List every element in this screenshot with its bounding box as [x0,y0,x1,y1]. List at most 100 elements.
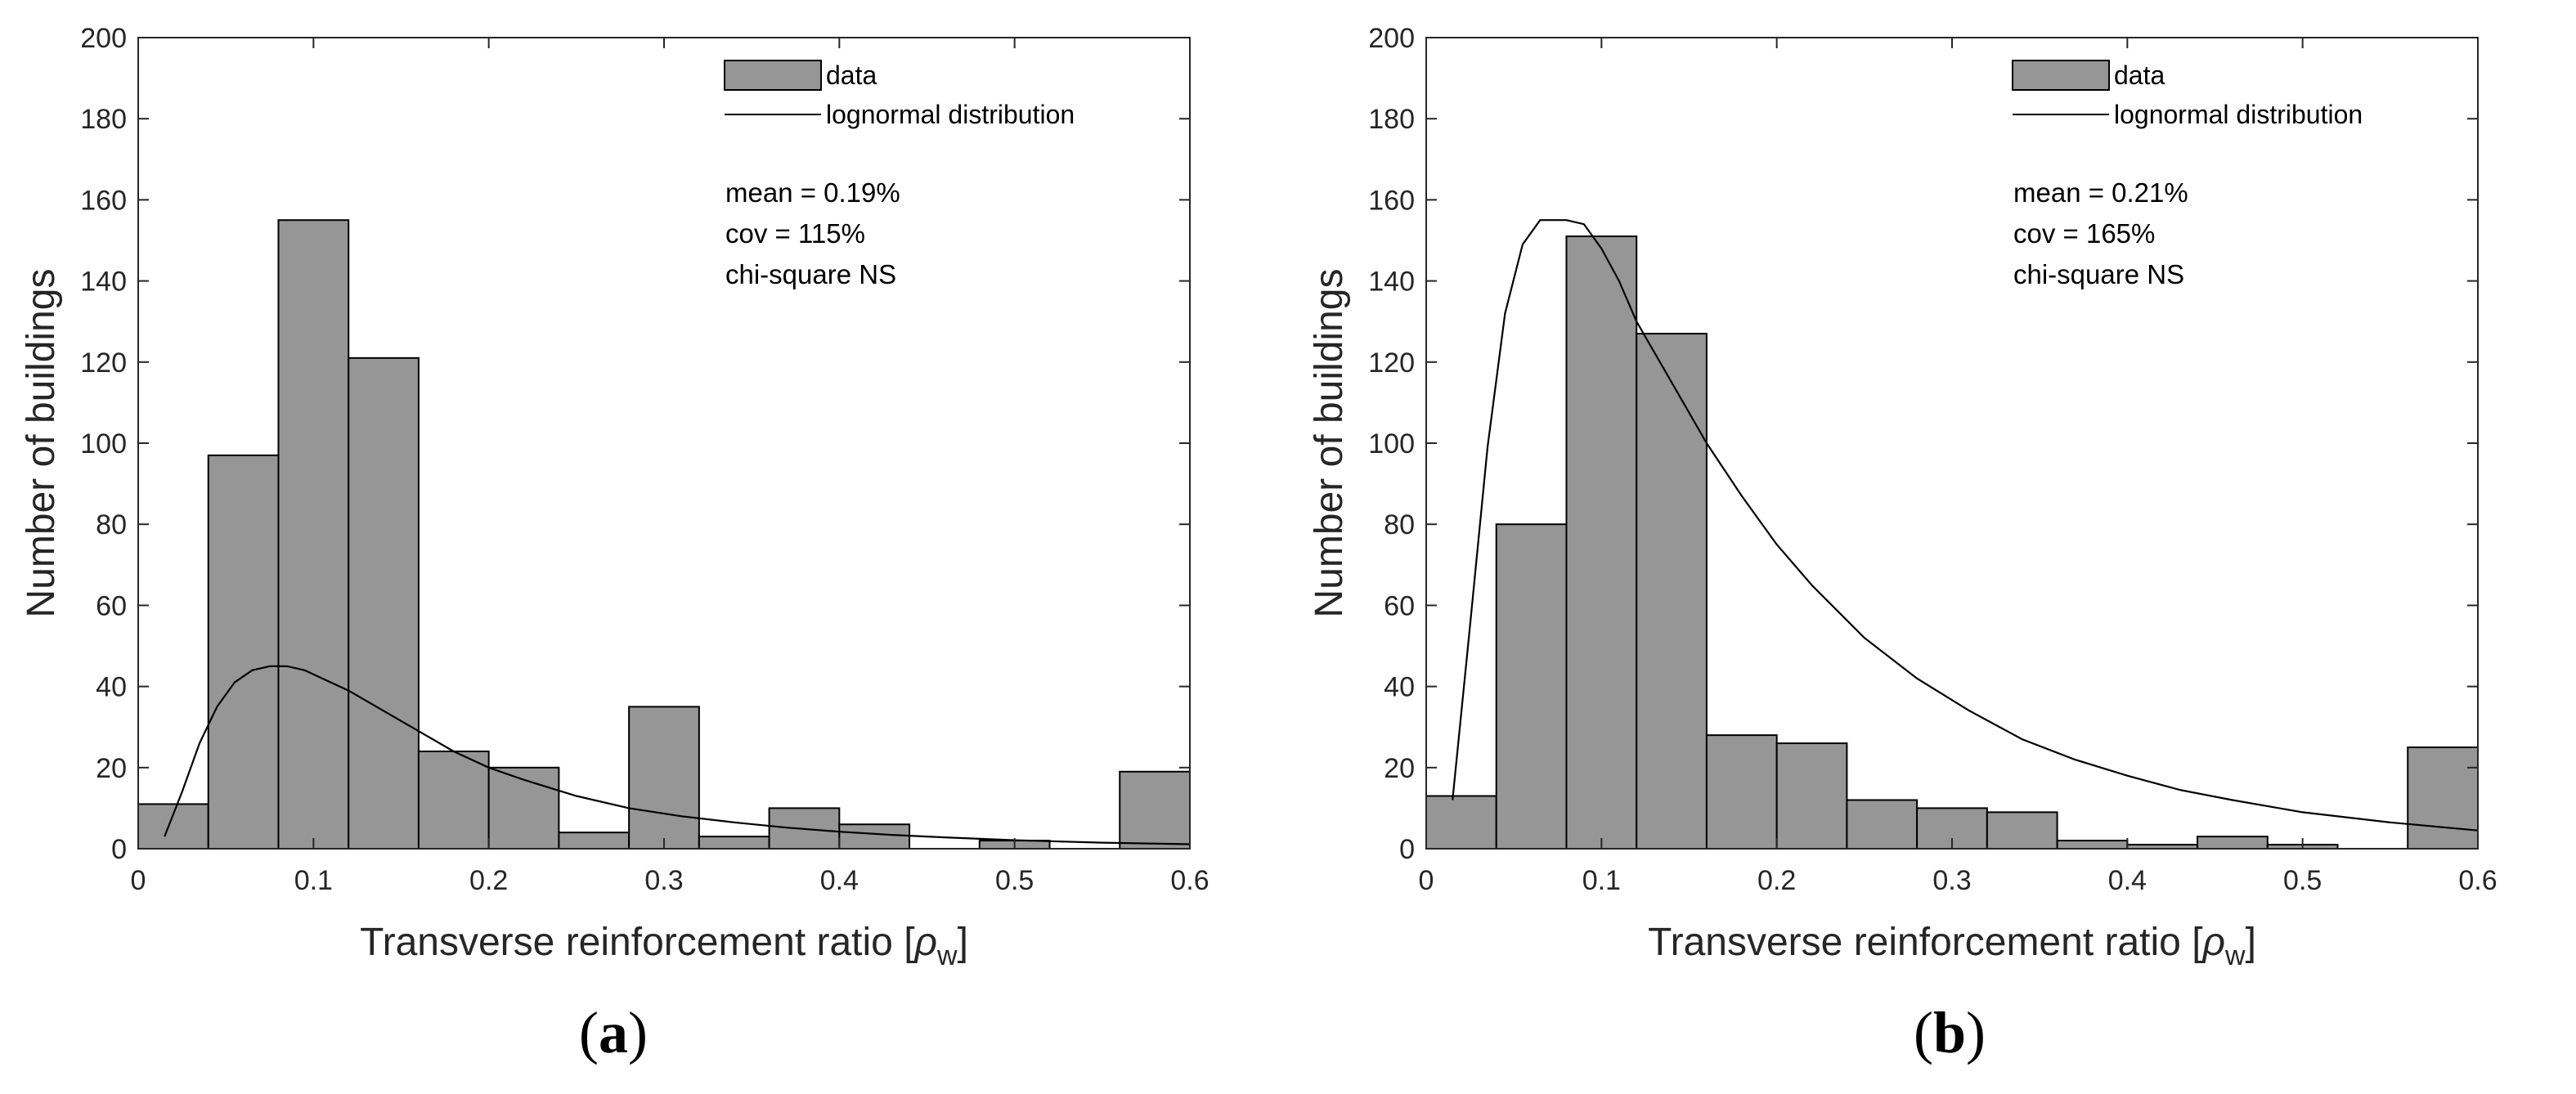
y-tick-label: 120 [1368,347,1415,379]
histogram-chart-a: 0 0.1 0.2 0.3 0.4 0.5 0.6 0 20 40 60 80 100 120 140 160… [20,23,1209,971]
panel-label-a: (a) [579,1000,648,1065]
annotation-line: cov = 165% [2013,218,2155,249]
legend-label-lognormal: lognormal distribution [2114,100,2363,129]
annotation-line: mean = 0.21% [2013,177,2188,208]
histogram-bar-15 [1119,770,1192,850]
x-axis-label-close: ] [2246,921,2256,964]
x-axis-label: Transverse reinforcement ratio [ρw] [360,921,968,971]
histogram-chart-b: 0 0.1 0.2 0.3 0.4 0.5 0.6 0 20 40 60 80 100 120 140 160… [1308,23,2497,971]
legend-label-data: data [2114,61,2165,90]
y-tick-label: 40 [1384,672,1415,703]
histogram-bar-4 [348,356,420,850]
histogram-bar-1 [137,803,209,850]
histogram-bars [1425,235,2480,850]
annotation-line: chi-square NS [2013,259,2184,289]
x-axis-label-main: Transverse reinforcement ratio [ [1648,921,2202,964]
y-tick-label: 20 [96,753,127,784]
histogram-bar-4 [1636,333,1708,850]
x-axis-label-rho: ρ [2201,921,2226,964]
x-tick-label: 0.1 [294,865,333,896]
y-tick-label: 80 [1384,509,1415,540]
x-tick-label: 0 [131,865,146,896]
annotation-line: mean = 0.19% [725,177,900,208]
legend: data lognormal distribution [2012,60,2363,129]
y-tick-label: 0 [1399,834,1415,865]
x-tick-label: 0.1 [1582,865,1621,896]
y-tick-label: 120 [80,347,127,379]
x-tick-label: 0.3 [1932,865,1971,896]
legend: data lognormal distribution [724,60,1075,129]
x-tick-label: 0.2 [1757,865,1796,896]
legend-swatch-data [2012,60,2110,91]
x-axis: 0 0.1 0.2 0.3 0.4 0.5 0.6 [1419,38,2497,896]
y-tick-label: 160 [1368,185,1415,216]
x-axis-label: Transverse reinforcement ratio [ρw] [1648,921,2256,971]
histogram-bar-9 [698,836,770,850]
stats-annotation: mean = 0.21% cov = 165% chi-square NS [2013,177,2188,289]
histogram-bar-3 [277,219,350,850]
y-axis: 0 20 40 60 80 100 120 140 160 180 200 [80,23,1190,865]
y-tick-label: 80 [96,509,127,540]
y-tick-label: 100 [1368,428,1415,460]
histogram-bar-7 [558,832,631,850]
histogram-bar-5 [417,750,490,850]
histogram-bar-7 [1846,799,1919,850]
histogram-bar-1 [1425,795,1497,850]
y-axis: 0 20 40 60 80 100 120 140 160 180 200 [1368,23,2478,865]
histogram-bar-9 [1986,811,2058,850]
chart-panel-a: 0 0.1 0.2 0.3 0.4 0.5 0.6 0 20 40 60 80 100 120 140 160… [20,23,1209,1065]
legend-swatch-data [724,60,822,91]
y-tick-label: 160 [80,185,127,216]
y-tick-label: 180 [80,104,127,135]
y-tick-label: 140 [1368,267,1415,298]
legend-label-data: data [826,61,877,90]
x-tick-label: 0.4 [2108,865,2147,896]
x-axis: 0 0.1 0.2 0.3 0.4 0.5 0.6 [131,38,1209,896]
y-tick-label: 20 [1384,753,1415,784]
y-axis-label: Number of buildings [1308,269,1351,618]
histogram-bar-2 [207,454,280,850]
chart-panel-b: 0 0.1 0.2 0.3 0.4 0.5 0.6 0 20 40 60 80 100 120 140 160… [1288,0,2576,1094]
histogram-bar-15 [2407,747,2480,850]
lognormal-curve [164,665,1191,845]
x-axis-label-subscript: w [2224,940,2246,971]
histogram-bar-6 [487,766,560,850]
panel-label-b: (b) [1914,1000,1986,1065]
histogram-bar-3 [1565,235,1638,850]
x-axis-label-main: Transverse reinforcement ratio [ [360,921,914,964]
y-tick-label: 40 [96,672,127,703]
histogram-bars [137,219,1192,850]
x-axis-label-close: ] [958,921,968,964]
histogram-bar-10 [2056,840,2129,850]
x-tick-label: 0.6 [1170,865,1209,896]
y-tick-label: 100 [80,428,127,460]
x-axis-label-rho: ρ [913,921,938,964]
legend-label-lognormal: lognormal distribution [826,100,1075,129]
stats-annotation: mean = 0.19% cov = 115% chi-square NS [725,177,900,289]
x-tick-label: 0.4 [820,865,859,896]
x-axis-label-subscript: w [936,940,958,971]
histogram-bar-2 [1495,523,1568,850]
y-tick-label: 60 [96,590,127,621]
histogram-bar-11 [838,823,911,850]
y-tick-label: 60 [1384,590,1415,621]
histogram-bar-8 [628,706,700,850]
y-axis-label: Number of buildings [20,269,63,618]
lognormal-curve [1452,219,2479,832]
annotation-line: cov = 115% [725,218,865,249]
y-tick-label: 180 [1368,104,1415,135]
y-tick-label: 140 [80,267,127,298]
x-tick-label: 0.3 [644,865,683,896]
x-tick-label: 0.6 [2458,865,2497,896]
x-tick-label: 0.5 [995,865,1034,896]
y-tick-label: 0 [111,834,127,865]
x-tick-label: 0 [1419,865,1434,896]
histogram-bar-12 [2197,836,2269,850]
y-tick-label: 200 [80,23,127,54]
x-tick-label: 0.5 [2283,865,2322,896]
histogram-bar-5 [1705,734,1778,850]
y-tick-label: 200 [1368,23,1415,54]
annotation-line: chi-square NS [725,259,896,289]
x-tick-label: 0.2 [469,865,508,896]
histogram-bar-6 [1775,742,1848,850]
